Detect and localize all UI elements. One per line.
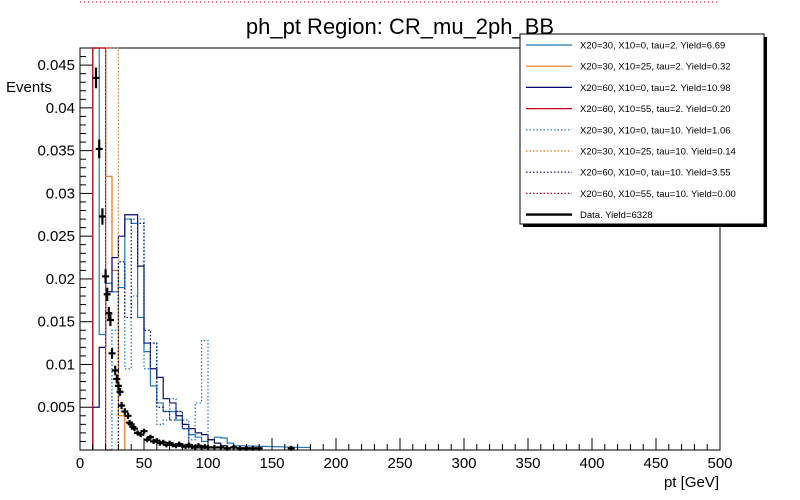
series-line-6 bbox=[117, 218, 190, 450]
legend-entry-label: X20=60, X10=0, tau=2. Yield=10.98 bbox=[580, 83, 731, 94]
y-tick-label: 0.03 bbox=[46, 185, 75, 202]
legend-entry-label: X20=60, X10=0, tau=10. Yield=3.55 bbox=[580, 168, 731, 179]
legend-entry-label: Data. Yield=6328 bbox=[580, 210, 653, 221]
x-tick-label: 0 bbox=[76, 455, 84, 472]
x-tick-label: 300 bbox=[451, 455, 476, 472]
series-line-4 bbox=[111, 218, 215, 451]
y-tick-label: 0.035 bbox=[37, 143, 75, 160]
y-tick-label: 0.025 bbox=[37, 228, 75, 245]
data-point bbox=[108, 348, 116, 359]
data-point bbox=[95, 139, 103, 159]
data-point bbox=[103, 287, 111, 302]
x-tick-label: 250 bbox=[387, 455, 412, 472]
y-tick-label: 0.02 bbox=[46, 271, 75, 288]
x-axis-label: pt [GeV] bbox=[664, 474, 719, 491]
x-tick-label: 100 bbox=[195, 455, 220, 472]
data-point bbox=[92, 67, 100, 89]
data-point bbox=[102, 269, 110, 284]
x-tick-label: 50 bbox=[136, 455, 153, 472]
series-line-5 bbox=[105, 47, 125, 451]
x-tick-label: 450 bbox=[643, 455, 668, 472]
x-tick-label: 400 bbox=[579, 455, 604, 472]
legend-entry-label: X20=30, X10=0, tau=10. Yield=1.06 bbox=[580, 125, 731, 136]
data-point bbox=[121, 408, 129, 415]
legend-entry-label: X20=60, X10=55, tau=2. Yield=0.20 bbox=[580, 104, 731, 115]
legend-entry-label: X20=30, X10=25, tau=2. Yield=0.32 bbox=[580, 62, 731, 73]
data-point bbox=[98, 208, 106, 225]
series-line-2 bbox=[92, 214, 228, 450]
y-tick-label: 0.015 bbox=[37, 314, 75, 331]
y-tick-label: 0.005 bbox=[37, 399, 75, 416]
data-point bbox=[146, 434, 154, 440]
data-point bbox=[130, 426, 138, 432]
y-tick-label: 0.04 bbox=[46, 100, 75, 117]
data-point bbox=[111, 365, 119, 376]
data-point bbox=[210, 444, 218, 450]
data-point bbox=[137, 432, 145, 438]
chart-title: ph_pt Region: CR_mu_2ph_BB bbox=[246, 14, 554, 39]
legend-entry-label: X20=30, X10=0, tau=2. Yield=6.69 bbox=[580, 41, 725, 52]
axes: 0 50 100 150 200 250 300 350 400 450 500 0.005 0.01 0… bbox=[37, 47, 733, 472]
data-point bbox=[113, 374, 121, 384]
legend-entry-label: X20=60, X10=55, tau=10. Yield=0.00 bbox=[580, 189, 736, 200]
legend-entry-label: X20=30, X10=25, tau=10. Yield=0.14 bbox=[580, 147, 736, 158]
data-point bbox=[124, 412, 132, 419]
x-tick-label: 350 bbox=[515, 455, 540, 472]
data-point bbox=[114, 381, 122, 391]
legend: X20=30, X10=0, tau=2. Yield=6.69 X20=30, … bbox=[519, 33, 767, 227]
y-axis-label: Events bbox=[6, 79, 52, 96]
x-tick-label: 500 bbox=[707, 455, 732, 472]
y-tick-label: 0.045 bbox=[37, 57, 75, 74]
data-point bbox=[116, 387, 124, 396]
data-point bbox=[118, 401, 126, 410]
data-point bbox=[105, 306, 113, 320]
data-points bbox=[92, 67, 295, 451]
x-tick-label: 150 bbox=[259, 455, 284, 472]
data-point bbox=[140, 428, 148, 434]
series-line-3 bbox=[92, 47, 112, 451]
histogram-series bbox=[92, 47, 311, 451]
x-tick-label: 200 bbox=[323, 455, 348, 472]
y-tick-label: 0.01 bbox=[46, 356, 75, 373]
data-point bbox=[106, 313, 114, 327]
